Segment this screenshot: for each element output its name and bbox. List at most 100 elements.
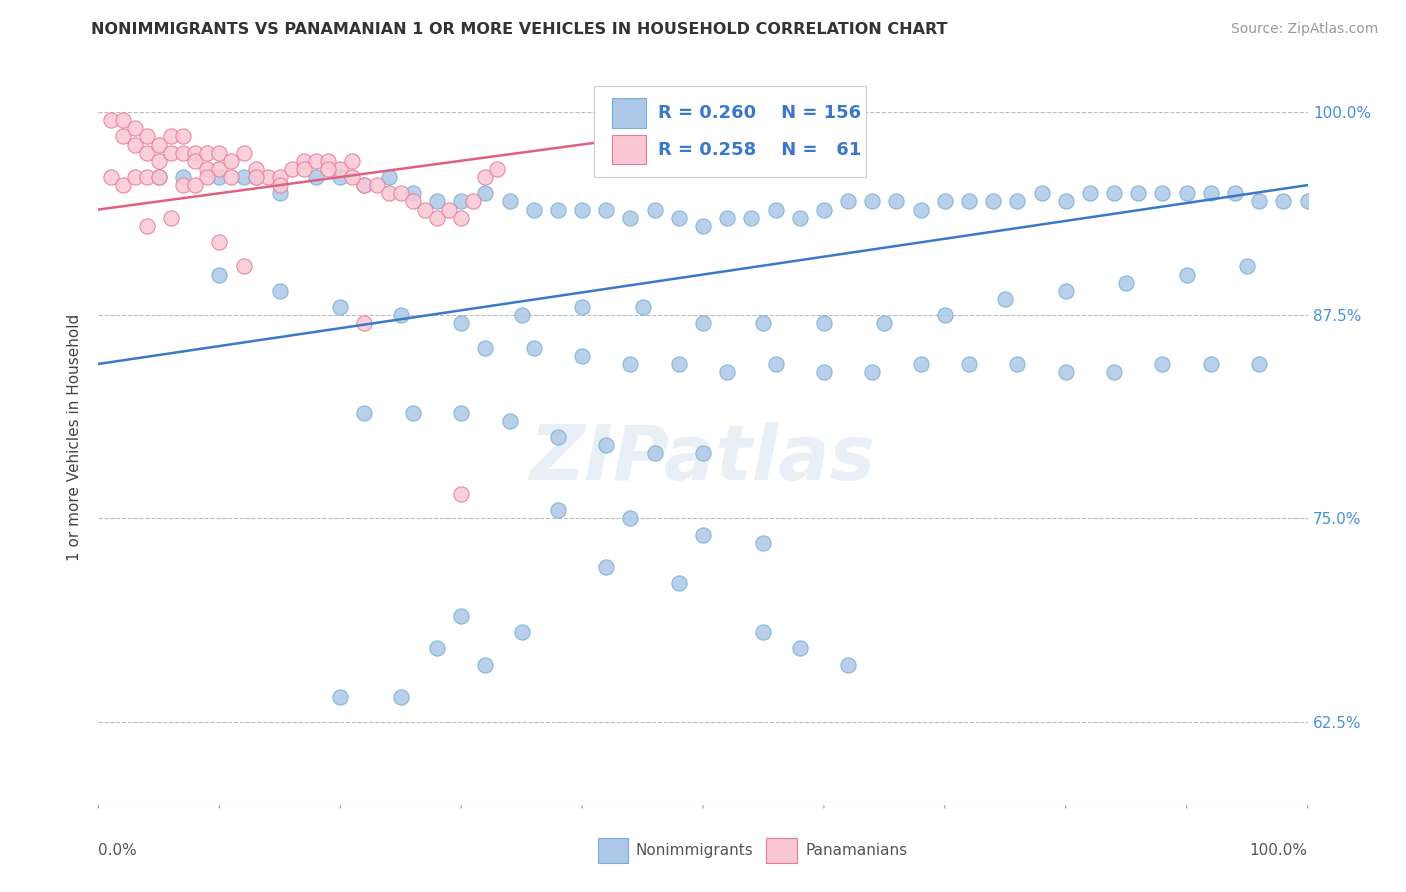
Point — [1175, 268, 1198, 282]
Point — [135, 129, 157, 144]
Point — [692, 527, 714, 541]
Point — [1007, 357, 1029, 371]
Point — [426, 211, 449, 225]
Point — [619, 211, 641, 225]
Point — [1054, 365, 1077, 379]
Point — [873, 316, 896, 330]
Point — [221, 169, 243, 184]
Point — [1078, 186, 1101, 201]
Point — [450, 406, 472, 420]
Point — [510, 625, 533, 640]
Text: Nonimmigrants: Nonimmigrants — [636, 843, 754, 857]
Text: NONIMMIGRANTS VS PANAMANIAN 1 OR MORE VEHICLES IN HOUSEHOLD CORRELATION CHART: NONIMMIGRANTS VS PANAMANIAN 1 OR MORE VE… — [91, 22, 948, 37]
Point — [994, 292, 1017, 306]
Point — [353, 178, 375, 193]
Point — [474, 169, 496, 184]
Point — [402, 186, 425, 201]
Point — [413, 202, 436, 217]
Point — [232, 169, 254, 184]
Point — [124, 121, 146, 136]
Point — [1007, 194, 1029, 209]
Point — [450, 608, 472, 623]
Point — [1199, 186, 1222, 201]
FancyBboxPatch shape — [595, 86, 866, 178]
Point — [1296, 194, 1319, 209]
Point — [402, 194, 425, 209]
Point — [860, 365, 883, 379]
Point — [1115, 276, 1137, 290]
Point — [389, 308, 412, 322]
Point — [765, 202, 787, 217]
Point — [740, 211, 762, 225]
Point — [619, 511, 641, 525]
Text: Source: ZipAtlas.com: Source: ZipAtlas.com — [1230, 22, 1378, 37]
Point — [1152, 357, 1174, 371]
Point — [329, 169, 352, 184]
Text: Panamanians: Panamanians — [806, 843, 908, 857]
Point — [595, 560, 617, 574]
Point — [172, 178, 194, 193]
Point — [111, 113, 134, 128]
Point — [256, 169, 278, 184]
Point — [402, 406, 425, 420]
Point — [269, 169, 291, 184]
Point — [245, 161, 267, 176]
Point — [135, 169, 157, 184]
Point — [716, 365, 738, 379]
Point — [1031, 186, 1053, 201]
Point — [316, 153, 339, 168]
Point — [195, 169, 218, 184]
Point — [1249, 357, 1271, 371]
Point — [644, 446, 666, 460]
Point — [692, 446, 714, 460]
Point — [208, 169, 231, 184]
Point — [292, 153, 315, 168]
Point — [752, 535, 775, 549]
Point — [269, 186, 291, 201]
Point — [232, 260, 254, 274]
FancyBboxPatch shape — [613, 98, 647, 128]
Point — [595, 438, 617, 452]
Point — [208, 235, 231, 249]
Text: 100.0%: 100.0% — [1250, 844, 1308, 858]
Point — [148, 169, 170, 184]
Point — [571, 202, 593, 217]
Point — [1102, 365, 1125, 379]
Point — [1102, 186, 1125, 201]
Point — [860, 194, 883, 209]
Point — [450, 194, 472, 209]
Point — [1236, 260, 1258, 274]
Point — [329, 690, 352, 705]
Point — [208, 161, 231, 176]
Point — [547, 202, 569, 217]
Point — [1054, 284, 1077, 298]
Point — [716, 211, 738, 225]
Point — [172, 129, 194, 144]
Point — [486, 161, 509, 176]
Point — [523, 341, 546, 355]
Point — [837, 657, 859, 672]
Point — [269, 284, 291, 298]
Point — [1175, 186, 1198, 201]
Point — [389, 186, 412, 201]
Point — [1272, 194, 1295, 209]
Point — [523, 202, 546, 217]
Point — [934, 308, 956, 322]
Point — [377, 186, 399, 201]
Point — [124, 169, 146, 184]
Point — [547, 430, 569, 444]
Point — [316, 161, 339, 176]
Point — [160, 145, 183, 160]
Point — [377, 169, 399, 184]
Point — [981, 194, 1004, 209]
Text: 0.0%: 0.0% — [98, 844, 138, 858]
Point — [245, 169, 267, 184]
Point — [437, 202, 460, 217]
Point — [1054, 194, 1077, 209]
Point — [813, 316, 835, 330]
Point — [160, 211, 183, 225]
Point — [692, 316, 714, 330]
Point — [1128, 186, 1150, 201]
Point — [631, 300, 654, 314]
Point — [450, 316, 472, 330]
